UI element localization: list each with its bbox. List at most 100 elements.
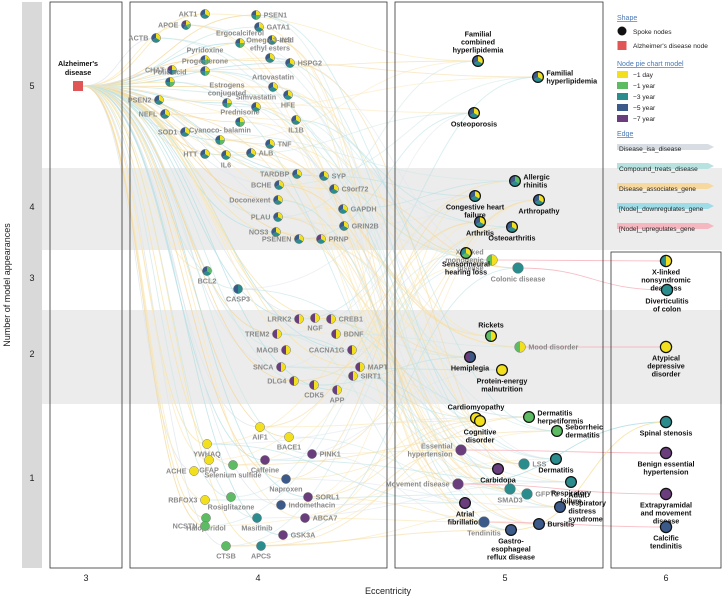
- ecc4-node[interactable]: [256, 541, 266, 551]
- ecc4-node[interactable]: [316, 234, 326, 244]
- ecc5-node[interactable]: [509, 175, 522, 188]
- ecc4-node[interactable]: [273, 212, 283, 222]
- ecc4-node[interactable]: [274, 180, 284, 190]
- ecc4-node[interactable]: [303, 492, 313, 502]
- ecc4-node[interactable]: [310, 313, 320, 323]
- ecc4-node[interactable]: [215, 135, 225, 145]
- ecc4-node[interactable]: [267, 35, 277, 45]
- ecc4-node[interactable]: [235, 38, 245, 48]
- ecc4-node[interactable]: [167, 65, 177, 75]
- ecc4-node[interactable]: [160, 109, 170, 119]
- ecc5-node[interactable]: [550, 425, 563, 438]
- ecc5-node[interactable]: [474, 216, 487, 229]
- ecc4-node[interactable]: [202, 439, 212, 449]
- ecc4-node[interactable]: [181, 20, 191, 30]
- ecc4-node[interactable]: [189, 466, 199, 476]
- ecc6-node[interactable]: [659, 415, 673, 429]
- ecc4-node[interactable]: [272, 329, 282, 339]
- ecc4-node[interactable]: [260, 455, 270, 465]
- ecc4-node[interactable]: [278, 530, 288, 540]
- ecc4-node[interactable]: [226, 492, 236, 502]
- ecc4-node[interactable]: [200, 521, 210, 531]
- ecc4-node[interactable]: [222, 98, 232, 108]
- ecc5-node[interactable]: [496, 364, 509, 377]
- ecc4-node[interactable]: [309, 380, 319, 390]
- ecc5-node[interactable]: [506, 221, 519, 234]
- ecc5-node[interactable]: [474, 415, 487, 428]
- ecc4-node[interactable]: [289, 376, 299, 386]
- ecc4-node[interactable]: [347, 345, 357, 355]
- ecc4-node[interactable]: [202, 266, 212, 276]
- ecc4-node[interactable]: [201, 513, 211, 523]
- ecc5-node[interactable]: [464, 351, 477, 364]
- ecc4-node[interactable]: [180, 127, 190, 137]
- ecc4-node[interactable]: [265, 53, 275, 63]
- ecc4-node[interactable]: [355, 362, 365, 372]
- ecc5-node[interactable]: [485, 330, 498, 343]
- ecc4-node[interactable]: [235, 117, 245, 127]
- ecc4-node[interactable]: [200, 66, 210, 76]
- ecc5-node[interactable]: [531, 70, 544, 83]
- ecc4-node[interactable]: [228, 460, 238, 470]
- ecc4-node[interactable]: [221, 150, 231, 160]
- ecc4-node[interactable]: [251, 102, 261, 112]
- ecc5-node[interactable]: [478, 516, 490, 528]
- ecc4-node[interactable]: [255, 422, 265, 432]
- ecc6-node[interactable]: [659, 520, 673, 534]
- ecc4-node[interactable]: [154, 95, 164, 105]
- ecc6-node[interactable]: [659, 254, 673, 268]
- ecc4-node[interactable]: [268, 82, 278, 92]
- ecc4-node[interactable]: [200, 495, 210, 505]
- ecc6-node[interactable]: [659, 446, 673, 460]
- ecc4-node[interactable]: [319, 171, 329, 181]
- ecc4-node[interactable]: [285, 58, 295, 68]
- ecc4-node[interactable]: [348, 371, 358, 381]
- ecc4-node[interactable]: [326, 314, 336, 324]
- ecc6-node[interactable]: [660, 283, 674, 297]
- ecc4-node[interactable]: [246, 148, 256, 158]
- ecc5-node[interactable]: [549, 453, 562, 466]
- ecc4-node[interactable]: [151, 33, 161, 43]
- ecc4-node[interactable]: [273, 195, 283, 205]
- ecc5-node[interactable]: [455, 444, 467, 456]
- ecc4-node[interactable]: [292, 169, 302, 179]
- ecc5-node[interactable]: [553, 501, 566, 514]
- ecc5-node[interactable]: [518, 458, 530, 470]
- ecc5-node[interactable]: [469, 190, 482, 203]
- ecc4-node[interactable]: [338, 204, 348, 214]
- ecc4-node[interactable]: [331, 329, 341, 339]
- ecc4-node[interactable]: [221, 541, 231, 551]
- ecc5-node[interactable]: [459, 497, 472, 510]
- ecc4-node[interactable]: [165, 77, 175, 87]
- ecc5-node[interactable]: [492, 463, 505, 476]
- ecc4-node[interactable]: [233, 284, 243, 294]
- ecc4-node[interactable]: [271, 227, 281, 237]
- ecc5-node[interactable]: [532, 194, 545, 207]
- ecc4-node[interactable]: [284, 432, 294, 442]
- ecc4-node[interactable]: [294, 314, 304, 324]
- ecc4-node[interactable]: [265, 139, 275, 149]
- ecc4-node[interactable]: [251, 10, 261, 20]
- ecc5-node[interactable]: [460, 247, 473, 260]
- ecc4-node[interactable]: [294, 234, 304, 244]
- ecc5-node[interactable]: [505, 523, 518, 536]
- ecc4-node[interactable]: [307, 449, 317, 459]
- ecc4-node[interactable]: [276, 500, 286, 510]
- ecc5-node[interactable]: [486, 254, 498, 266]
- ecc4-node[interactable]: [204, 455, 214, 465]
- ecc4-node[interactable]: [200, 55, 210, 65]
- ecc4-node[interactable]: [252, 513, 262, 523]
- ecc4-node[interactable]: [332, 385, 342, 395]
- ecc4-node[interactable]: [281, 474, 291, 484]
- ecc4-node[interactable]: [291, 115, 301, 125]
- ecc5-node[interactable]: [472, 54, 485, 67]
- ecc5-node[interactable]: [532, 517, 545, 530]
- ecc5-node[interactable]: [452, 478, 464, 490]
- ecc6-node[interactable]: [659, 487, 673, 501]
- ecc5-node[interactable]: [504, 483, 516, 495]
- ecc4-node[interactable]: [254, 22, 264, 32]
- ecc4-node[interactable]: [200, 9, 210, 19]
- ecc6-node[interactable]: [659, 340, 673, 354]
- ecc4-node[interactable]: [200, 149, 210, 159]
- ecc5-node[interactable]: [512, 262, 524, 274]
